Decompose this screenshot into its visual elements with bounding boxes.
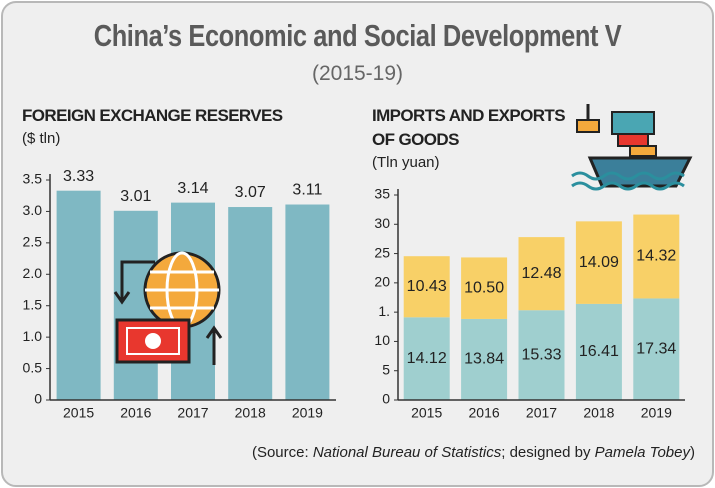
value-label: 10.50 [464,279,504,296]
y-tick-label: 1.5 [23,296,43,312]
bar-segment [403,317,450,400]
y-tick-label: 1.0 [23,328,43,344]
page-title: China’s Economic and Social Development … [93,18,622,53]
x-tick-label: 2018 [583,405,614,421]
y-tick-label: 35 [374,186,390,202]
bar-segment [633,298,680,400]
y-tick-label: 0.5 [23,359,43,375]
y-tick-label: 20 [374,274,390,290]
y-tick-label: 0 [34,391,42,407]
bar [228,207,273,400]
y-tick-label: 1. [378,303,390,319]
chart-title: FOREIGN EXCHANGE RESERVES [22,106,283,125]
y-tick-label: 0 [382,391,390,407]
source-text: ; designed by [501,444,595,461]
y-tick-label: 5 [382,361,390,377]
value-label: 3.07 [235,184,266,201]
chart-title: IMPORTS AND EXPORTS OF GOODS [372,106,566,149]
x-tick-label: 2015 [63,405,94,421]
value-label: 3.01 [120,188,151,205]
value-label: 14.09 [579,254,619,271]
bar-segment [518,310,565,400]
value-label: 14.32 [636,248,676,265]
value-label: 13.84 [464,351,504,368]
y-tick-label: 2.0 [23,265,43,281]
x-tick-label: 2019 [292,405,323,421]
bar [56,190,101,400]
money-icon [113,251,223,365]
y-tick-label: 3.0 [23,202,43,218]
bar-segment [575,303,622,400]
value-label: 3.11 [292,182,322,199]
value-label: 16.41 [579,343,619,360]
x-tick-label: 2017 [526,405,557,421]
bar-segment [461,257,508,319]
bar [285,204,330,400]
page-subtitle: (2015-19) [311,62,404,85]
source-text: Pamela Tobey [594,444,690,461]
x-tick-label: 2015 [411,405,442,421]
value-label: 15.33 [521,346,561,363]
x-tick-label: 2016 [120,405,151,421]
source-text: National Bureau of Statistics [312,444,502,461]
value-label: 3.33 [63,168,94,185]
ship-icon [571,104,693,191]
x-tick-label: 2019 [641,405,672,421]
x-tick-label: 2018 [235,405,266,421]
value-label: 3.14 [177,180,208,197]
x-tick-label: 2016 [469,405,500,421]
source-note: (Source: National Bureau of Statistics; … [252,444,695,461]
bar-segment [518,237,565,311]
value-label: 12.48 [521,265,561,282]
source-text: ) [690,444,695,461]
y-tick-label: 10 [374,332,390,348]
value-label: 10.43 [407,278,447,295]
x-tick-label: 2017 [177,405,208,421]
value-label: 17.34 [636,340,676,357]
unit-label: (Tln yuan) [372,154,440,171]
value-label: 14.12 [407,350,447,367]
bar-segment [461,318,508,400]
bar-segment [575,221,622,304]
y-tick-label: 3.5 [23,171,43,187]
y-tick-label: 30 [374,215,390,231]
y-tick-label: 25 [374,244,390,260]
bar-segment [403,256,450,318]
unit-label: ($ tln) [22,130,61,147]
source-text: (Source: [251,444,313,461]
bar-segment [633,214,680,299]
y-tick-label: 2.5 [23,234,43,250]
